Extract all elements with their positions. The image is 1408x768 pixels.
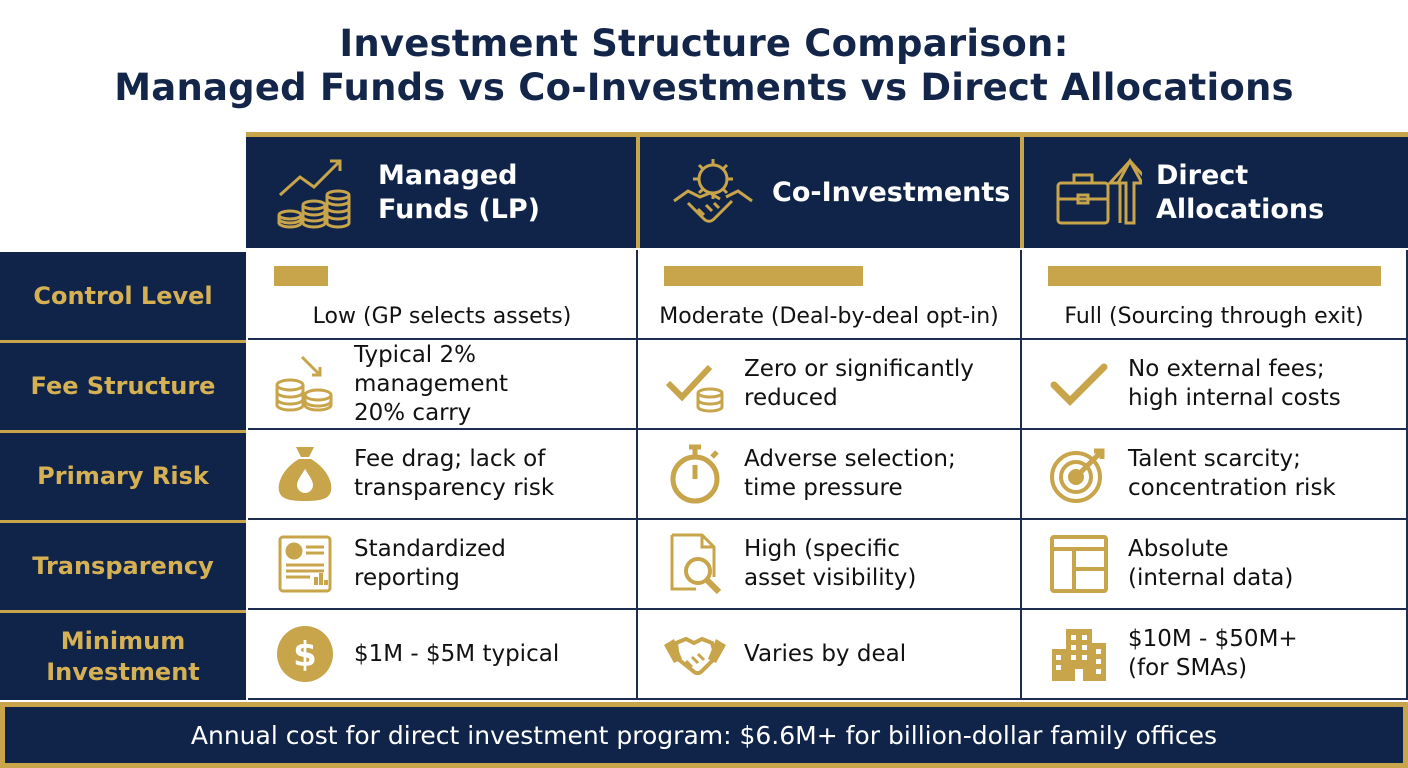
check-coins-icon: [665, 364, 724, 413]
row-label-minimum-investment: Minimum Investment: [0, 613, 246, 700]
comparison-table: Managed Funds (LP) Co-Investments Direct A…: [0, 132, 1408, 700]
cell-control-direct: Full (Sourcing through exit): [1022, 250, 1408, 340]
cell-transparency-direct: Absolute (internal data): [1022, 520, 1408, 610]
cell-transparency-managed: Standardized reporting: [248, 520, 638, 610]
cell-minimum-direct: $10M - $50M+ (for SMAs): [1022, 610, 1408, 700]
cell-minimum-co-investments: Varies by deal: [638, 610, 1022, 700]
column-header-label: Co-Investments: [772, 176, 1011, 208]
building-icon: [1052, 629, 1106, 681]
row-label-transparency: Transparency: [0, 523, 246, 610]
column-header-managed-funds: Managed Funds (LP): [246, 132, 636, 248]
page-title: Investment Structure Comparison: Managed…: [0, 22, 1408, 110]
column-header-direct-allocations: Direct Allocations: [1024, 132, 1408, 248]
column-header-co-investments: Co-Investments: [640, 132, 1020, 248]
row-label-control-level: Control Level: [0, 252, 246, 340]
check-icon: [1050, 363, 1108, 406]
document-search-icon: [670, 533, 722, 595]
cell-fee-direct: No external fees; high internal costs: [1022, 340, 1408, 430]
coins-down-arrow-icon: [275, 355, 333, 412]
column-header-label: Managed Funds (LP): [378, 159, 541, 225]
row-divider: [0, 340, 246, 343]
row-label-fee-structure: Fee Structure: [0, 343, 246, 430]
column-divider: [636, 132, 640, 248]
svg-text:$: $: [293, 635, 317, 675]
row-divider: [0, 520, 246, 523]
dashboard-layout-icon: [1050, 535, 1108, 593]
dollar-coin-icon: $: [277, 626, 333, 682]
control-level-bar: [274, 266, 328, 286]
cell-risk-managed: Fee drag; lack of transparency risk: [248, 430, 638, 520]
target-icon: [1050, 448, 1105, 503]
money-bag-icon: [278, 447, 332, 501]
report-icon: [278, 535, 332, 593]
cell-minimum-managed: $ $1M - $5M typical: [248, 610, 638, 700]
cell-risk-direct: Talent scarcity; concentration risk: [1022, 430, 1408, 520]
cell-control-co-investments: Moderate (Deal-by-deal opt-in): [638, 250, 1022, 340]
cell-transparency-co-investments: High (specific asset visibility): [638, 520, 1022, 610]
control-level-bar: [664, 266, 863, 286]
row-divider: [0, 610, 246, 613]
column-header-label: Direct Allocations: [1156, 159, 1325, 225]
row-divider: [0, 430, 246, 433]
footer-text: Annual cost for direct investment progra…: [190, 720, 1218, 750]
briefcase-arrow-icon: [1056, 157, 1142, 224]
cell-fee-co-investments: Zero or significantly reduced: [638, 340, 1022, 430]
cell-risk-co-investments: Adverse selection; time pressure: [638, 430, 1022, 520]
column-divider: [1020, 132, 1024, 248]
row-label-primary-risk: Primary Risk: [0, 433, 246, 520]
control-level-bar: [1048, 266, 1381, 286]
title-line-1: Investment Structure Comparison:: [339, 22, 1069, 65]
growth-coins-icon: [277, 159, 351, 229]
footer-banner: Annual cost for direct investment progra…: [0, 702, 1408, 768]
cell-control-managed: Low (GP selects assets): [248, 250, 638, 340]
title-line-2: Managed Funds vs Co-Investments vs Direc…: [114, 66, 1294, 109]
handshake-icon: [664, 636, 726, 676]
cell-fee-managed: Typical 2% management 20% carry: [248, 340, 638, 430]
gear-handshake-icon: [673, 158, 753, 223]
stopwatch-icon: [670, 444, 720, 504]
